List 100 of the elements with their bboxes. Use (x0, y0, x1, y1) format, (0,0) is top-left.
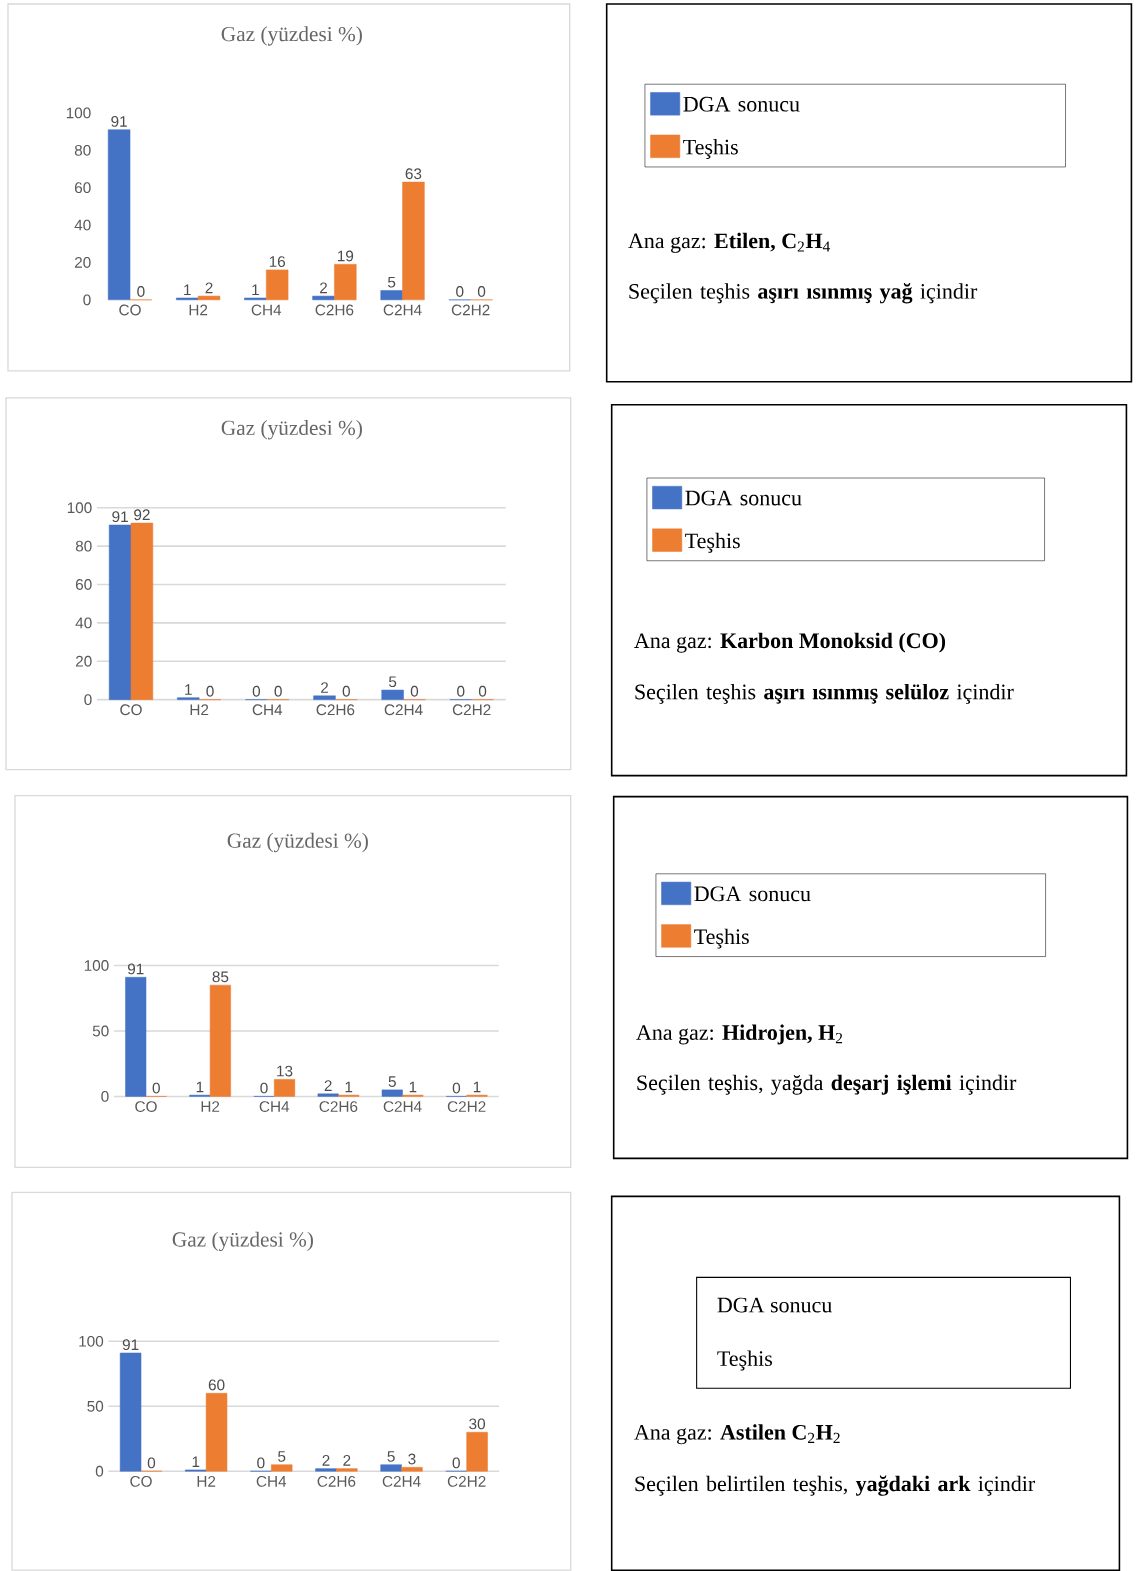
data-label: 0 (274, 685, 282, 697)
y-tick-label: 0 (83, 294, 91, 306)
data-label: 0 (410, 685, 418, 697)
data-label: 2 (322, 1455, 330, 1466)
bar (380, 1464, 402, 1472)
bar (466, 1431, 488, 1472)
text: Ana gaz: Karbon Monoksid (CO) (633, 632, 945, 653)
y-tick-label: 80 (74, 144, 91, 156)
text: Ana gaz: Hidrojen, H$_{2}$ (635, 1024, 842, 1045)
bar (205, 1393, 228, 1472)
legend-label: DGA sonucu (694, 886, 811, 902)
x-tick-label: C2H6 (317, 1475, 356, 1487)
bar (130, 522, 153, 700)
data-label: 1 (192, 1456, 200, 1468)
data-label: 91 (127, 963, 144, 975)
data-label: 0 (452, 1082, 460, 1094)
y-tick-label: 0 (84, 694, 92, 706)
data-label: 16 (269, 256, 285, 267)
data-label: 1 (183, 284, 191, 296)
bar (270, 1464, 293, 1472)
data-label: 85 (212, 971, 229, 983)
x-tick-label: C2H2 (447, 1101, 486, 1112)
x-tick-label: CH4 (256, 1475, 286, 1487)
bar (273, 1079, 295, 1097)
bar (381, 689, 404, 700)
data-label: 63 (405, 168, 422, 180)
data-label: 30 (468, 1418, 485, 1430)
text: Seçilen teşhis aşırı ısınmış yağ içindir (629, 283, 977, 304)
data-label: 91 (111, 115, 127, 127)
y-tick-label: 50 (87, 1400, 103, 1412)
data-label: 1 (409, 1081, 417, 1093)
data-label: 60 (208, 1379, 225, 1391)
bar (401, 1467, 423, 1472)
legend-label: DGA sonucu (683, 96, 800, 112)
y-tick-label: 100 (84, 960, 109, 971)
y-tick-label: 60 (75, 579, 92, 590)
data-label: 19 (337, 250, 353, 262)
data-label: 1 (184, 684, 192, 695)
data-label: 0 (147, 1457, 155, 1469)
data-label: 0 (252, 685, 260, 697)
chart-title: Gaz (yüzdesi %) (172, 1231, 313, 1252)
x-tick-label: CO (120, 704, 142, 716)
bar (317, 1093, 339, 1097)
data-label: 91 (112, 511, 128, 523)
data-label: 2 (324, 1080, 332, 1091)
y-tick-label: 40 (75, 617, 92, 629)
data-label: 0 (452, 1457, 460, 1469)
data-label: 5 (388, 1076, 396, 1087)
text: Ana gaz: Astilen C$_{2}$H$_{2}$ (633, 1424, 840, 1445)
data-label: 0 (455, 286, 464, 297)
text: Seçilen teşhis aşırı ısınmış selüloz içindir (635, 683, 1014, 704)
x-tick-label: H2 (189, 304, 207, 316)
text: Teşhis (717, 1350, 772, 1371)
bar (402, 181, 425, 301)
data-label: 0 (456, 685, 465, 697)
chart-title: Gaz (yüzdesi %) (227, 832, 368, 853)
text: Ana gaz: Etilen, C$_{2}$H$_{4}$ (627, 232, 830, 253)
y-tick-label: 100 (79, 1335, 103, 1347)
y-tick-label: 100 (66, 107, 91, 119)
legend-label: Teşhis (682, 139, 738, 159)
bar (333, 264, 357, 301)
text: Seçilen teşhis, yağda deşarj işlemi içindir (637, 1074, 1016, 1095)
legend-label: DGA sonucu (685, 490, 802, 506)
y-tick-label: 50 (92, 1025, 109, 1037)
bar (197, 295, 221, 301)
bar (265, 269, 289, 301)
bar (119, 1352, 142, 1472)
bar (107, 129, 131, 301)
data-label: 13 (276, 1065, 293, 1077)
data-label: 5 (388, 676, 397, 688)
x-tick-label: C2H4 (384, 704, 423, 716)
bar (209, 984, 231, 1097)
y-tick-label: 20 (74, 257, 91, 268)
bar (381, 1089, 403, 1097)
x-tick-label: C2H2 (451, 304, 490, 316)
x-tick-label: C2H4 (383, 304, 422, 316)
data-label: 0 (478, 685, 487, 697)
x-tick-label: C2H4 (382, 1475, 421, 1487)
data-label: 1 (473, 1081, 481, 1093)
data-label: 1 (345, 1081, 352, 1093)
x-tick-label: C2H2 (447, 1475, 486, 1487)
data-label: 0 (260, 1082, 268, 1094)
bar (312, 295, 335, 301)
data-label: 1 (252, 284, 259, 296)
data-label: 3 (408, 1453, 416, 1465)
data-label: 2 (343, 1455, 351, 1466)
x-tick-label: C2H4 (383, 1101, 422, 1112)
data-label: 0 (137, 286, 145, 297)
x-tick-label: C2H6 (315, 304, 354, 316)
chart-title: Gaz (yüzdesi %) (221, 26, 362, 46)
y-tick-label: 0 (101, 1091, 109, 1102)
x-tick-label: CO (130, 1475, 152, 1487)
x-tick-label: C2H2 (452, 704, 491, 716)
x-tick-label: H2 (190, 704, 208, 716)
x-tick-label: CO (135, 1101, 157, 1112)
text: DGA sonucu (717, 1297, 832, 1313)
x-tick-label: H2 (201, 1101, 219, 1112)
x-tick-label: C2H6 (316, 704, 355, 716)
text: Seçilen belirtilen teşhis, yağdaki ark içindir (635, 1475, 1035, 1496)
data-label: 0 (477, 286, 486, 297)
